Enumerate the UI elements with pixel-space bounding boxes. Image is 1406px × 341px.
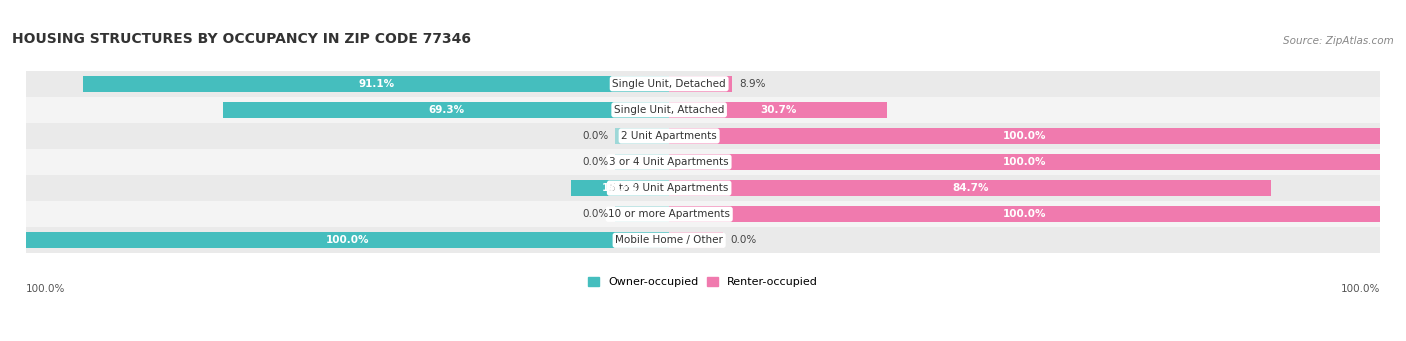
Text: 0.0%: 0.0%: [582, 209, 609, 219]
Text: 100.0%: 100.0%: [25, 284, 65, 294]
Text: Mobile Home / Other: Mobile Home / Other: [616, 235, 723, 245]
Text: 84.7%: 84.7%: [952, 183, 988, 193]
Text: 100.0%: 100.0%: [1002, 157, 1046, 167]
Bar: [669, 206, 1381, 222]
Bar: [669, 232, 723, 248]
Text: 0.0%: 0.0%: [730, 235, 756, 245]
Bar: [25, 149, 1381, 175]
Bar: [25, 97, 1381, 123]
Text: 0.0%: 0.0%: [582, 157, 609, 167]
Bar: [669, 76, 733, 92]
Text: 8.9%: 8.9%: [740, 79, 766, 89]
Text: 100.0%: 100.0%: [326, 235, 370, 245]
Text: 91.1%: 91.1%: [359, 79, 394, 89]
Text: 15.3%: 15.3%: [602, 183, 638, 193]
Bar: [25, 71, 1381, 97]
Text: 3 or 4 Unit Apartments: 3 or 4 Unit Apartments: [609, 157, 728, 167]
Bar: [614, 128, 669, 144]
Text: HOUSING STRUCTURES BY OCCUPANCY IN ZIP CODE 77346: HOUSING STRUCTURES BY OCCUPANCY IN ZIP C…: [13, 32, 471, 46]
Text: 10 or more Apartments: 10 or more Apartments: [609, 209, 730, 219]
Bar: [25, 201, 1381, 227]
Text: 2 Unit Apartments: 2 Unit Apartments: [621, 131, 717, 141]
Text: Single Unit, Detached: Single Unit, Detached: [613, 79, 725, 89]
Text: Source: ZipAtlas.com: Source: ZipAtlas.com: [1282, 36, 1393, 46]
Bar: [669, 128, 1381, 144]
Bar: [25, 232, 669, 248]
Text: 100.0%: 100.0%: [1341, 284, 1381, 294]
Bar: [25, 123, 1381, 149]
Bar: [669, 180, 1271, 196]
Bar: [25, 175, 1381, 201]
Text: 100.0%: 100.0%: [1002, 131, 1046, 141]
Text: 69.3%: 69.3%: [429, 105, 464, 115]
Text: 0.0%: 0.0%: [582, 131, 609, 141]
Text: 5 to 9 Unit Apartments: 5 to 9 Unit Apartments: [609, 183, 728, 193]
Bar: [669, 102, 887, 118]
Legend: Owner-occupied, Renter-occupied: Owner-occupied, Renter-occupied: [583, 273, 823, 292]
Bar: [25, 227, 1381, 253]
Text: Single Unit, Attached: Single Unit, Attached: [614, 105, 724, 115]
Bar: [571, 180, 669, 196]
Text: 100.0%: 100.0%: [1002, 209, 1046, 219]
Text: 30.7%: 30.7%: [761, 105, 796, 115]
Bar: [669, 154, 1381, 170]
Bar: [224, 102, 669, 118]
Bar: [614, 206, 669, 222]
Bar: [83, 76, 669, 92]
Bar: [614, 154, 669, 170]
